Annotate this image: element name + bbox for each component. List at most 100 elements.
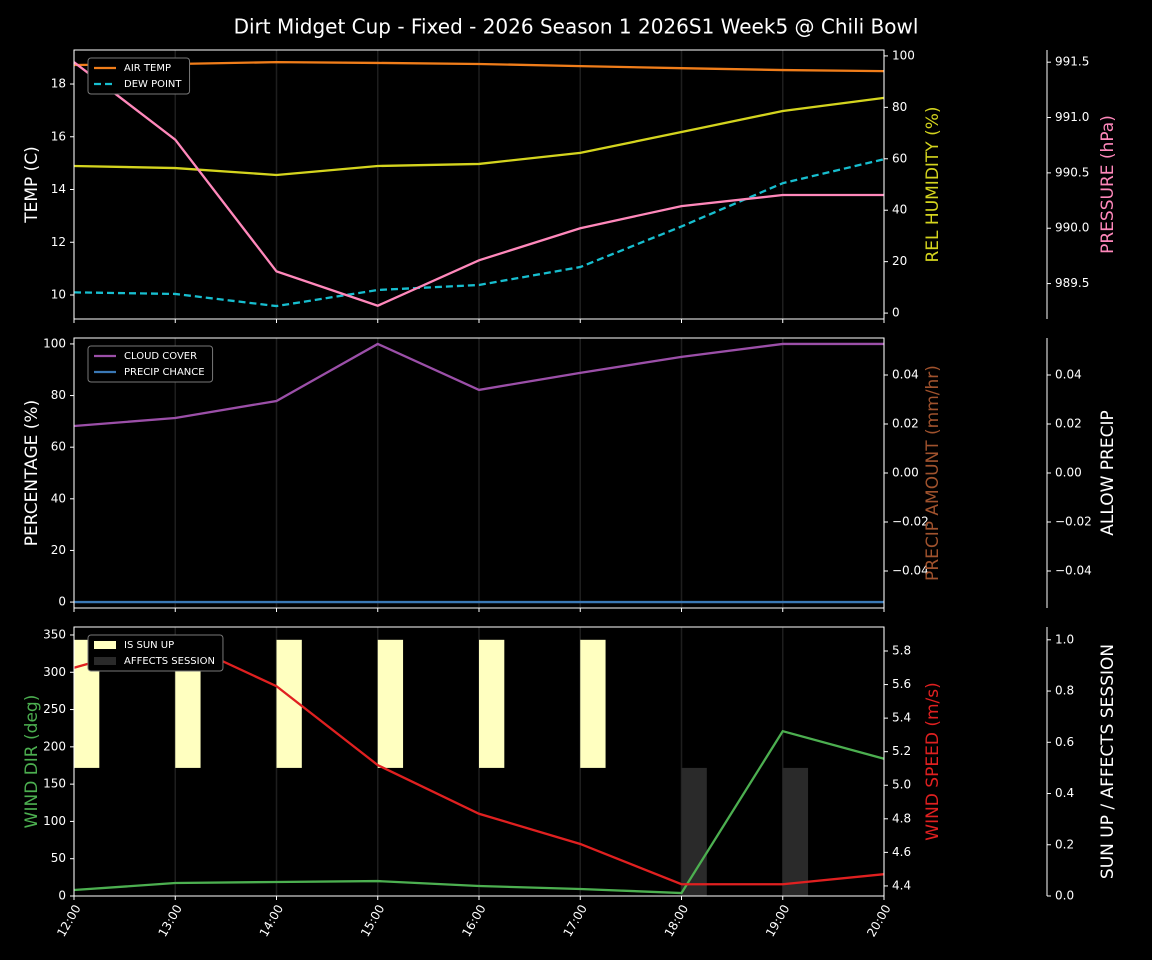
axis-label: ALLOW PRECIP [1098,410,1118,536]
line-series [73,96,885,177]
y-tick-label: −0.02 [892,515,929,529]
y-tick-label: 0 [58,595,66,609]
bar [377,639,404,768]
y-tick-label: 0 [58,889,66,903]
x-tick-label: 14:00 [257,902,286,939]
legend-label: DEW POINT [124,79,182,90]
y-tick-label: 20 [51,543,66,557]
axis-label: PERCENTAGE (%) [22,400,42,546]
line-series [73,61,884,307]
y-tick-label: 200 [43,739,66,753]
axis-label: WIND DIR (deg) [22,695,42,829]
y-tick-label: 4.4 [892,878,911,892]
y-tick-label: 12 [51,235,66,249]
y-tick-label: −0.04 [1055,564,1092,578]
x-tick-label: 16:00 [459,902,488,939]
axis-label: SUN UP / AFFECTS SESSION [1098,644,1118,879]
y-tick-label: 16 [51,129,66,143]
y-tick-label: 350 [43,627,66,641]
y-tick-label: 4.8 [892,811,911,825]
x-tick-label: 13:00 [155,902,184,939]
y-tick-label: 20 [892,254,907,268]
x-tick-label: 17:00 [560,902,589,939]
bar [479,639,505,768]
y-tick-label: 80 [51,388,66,402]
y-tick-label: 50 [51,851,66,865]
y-tick-label: −0.04 [892,564,929,578]
y-tick-label: 18 [51,77,66,91]
y-tick-label: 5.8 [892,643,911,657]
y-tick-label: 0.6 [1055,735,1074,749]
axis-label: WIND SPEED (m/s) [923,682,943,840]
legend-label: IS SUN UP [124,640,174,651]
y-tick-label: 60 [892,151,907,165]
axis-label: PRECIP AMOUNT (mm/hr) [923,365,943,581]
y-tick-label: 991.0 [1055,110,1089,124]
y-tick-label: 40 [892,203,907,217]
line-series [73,60,885,73]
y-tick-label: 0.04 [1055,367,1082,381]
plot-frame [73,49,885,320]
y-tick-label: 5.4 [892,711,911,725]
bar [681,767,707,896]
axis-label: TEMP (C) [22,146,42,224]
legend: IS SUN UP AFFECTS SESSION [87,634,224,672]
y-tick-label: 990.0 [1055,221,1089,235]
y-tick-label: 40 [51,491,66,505]
y-tick-label: 0.04 [892,367,919,381]
y-tick-label: 1.0 [1055,632,1074,646]
y-tick-label: 14 [51,182,66,196]
y-tick-label: 0.0 [1055,889,1074,903]
y-tick-label: 300 [43,665,66,679]
y-tick-label: 4.6 [892,845,911,859]
bar [782,767,809,896]
legend-swatch [94,641,116,649]
y-tick-label: 100 [43,336,66,350]
y-tick-label: 5.6 [892,677,911,691]
y-tick-label: 0.02 [1055,416,1082,430]
x-tick-label: 15:00 [358,902,387,939]
y-tick-label: 10 [51,288,66,302]
y-tick-label: 0 [892,306,900,320]
legend-label: AFFECTS SESSION [124,656,215,667]
x-tick-label: 18:00 [662,902,691,939]
legend: AIR TEMP DEW POINT [87,57,191,95]
y-tick-label: 150 [43,777,66,791]
y-tick-label: −0.02 [1055,515,1092,529]
x-tick-label: 20:00 [864,902,893,939]
chart-title: Dirt Midget Cup - Fixed - 2026 Season 1 … [234,15,919,39]
x-tick-label: 19:00 [763,902,792,939]
y-tick-label: 100 [43,814,66,828]
y-tick-label: 0.02 [892,416,919,430]
y-tick-label: 60 [51,440,66,454]
y-tick-label: 990.5 [1055,165,1089,179]
line-series [73,158,885,308]
y-tick-label: 80 [892,100,907,114]
legend-label: PRECIP CHANCE [124,367,205,378]
y-tick-label: 0.8 [1055,684,1074,698]
y-tick-label: 5.0 [892,778,911,792]
plot-frame [73,337,885,609]
bar [580,639,606,768]
y-tick-label: 989.5 [1055,276,1089,290]
plot-frame [73,626,885,897]
legend: CLOUD COVER PRECIP CHANCE [87,345,214,383]
axis-label: REL HUMIDITY (%) [923,106,943,262]
x-tick-label: 12:00 [54,902,83,939]
y-tick-label: 991.5 [1055,55,1089,69]
y-tick-label: 0.2 [1055,837,1074,851]
legend-box [87,634,224,672]
axis-label: PRESSURE (hPa) [1098,115,1118,254]
legend-box [87,345,214,383]
legend-label: CLOUD COVER [124,351,197,362]
line-series [73,342,884,428]
y-tick-label: 0.00 [892,466,919,480]
legend-label: AIR TEMP [124,63,171,74]
y-tick-label: 5.2 [892,744,911,758]
y-tick-label: 0.4 [1055,786,1074,800]
y-tick-label: 100 [892,48,915,62]
legend-swatch [94,657,116,665]
y-tick-label: 0.00 [1055,466,1082,480]
